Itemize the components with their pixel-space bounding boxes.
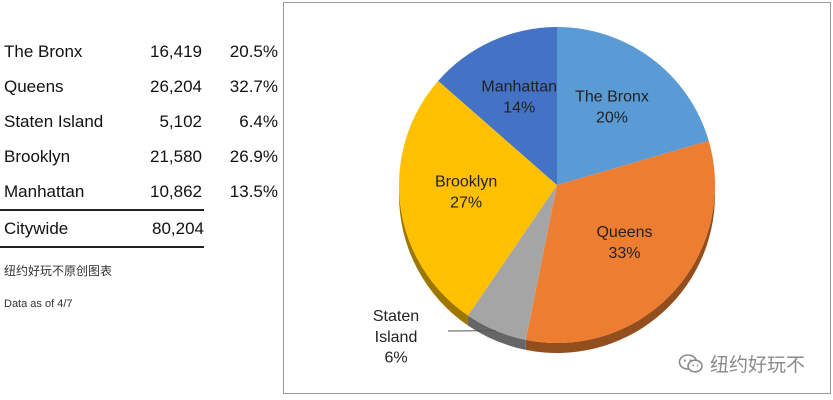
pie-chart-frame: The Bronx 20% Queens 33% Staten Island 6% Brook… bbox=[283, 2, 831, 394]
total-name: Citywide bbox=[4, 219, 69, 238]
pie-slice-brooklyn bbox=[399, 80, 557, 316]
borough-count: 26,204 bbox=[150, 77, 202, 96]
slice-label: Queens 33% bbox=[596, 224, 652, 262]
borough-percent: 6.4% bbox=[239, 112, 278, 131]
wechat-icon bbox=[678, 353, 703, 373]
borough-percent: 13.5% bbox=[229, 182, 278, 201]
slice-label: Brooklyn 27% bbox=[435, 174, 497, 212]
borough-percent: 20.5% bbox=[229, 42, 278, 61]
borough-name: Queens bbox=[4, 77, 64, 96]
borough-name: Brooklyn bbox=[4, 147, 71, 166]
borough-count: 16,419 bbox=[150, 42, 202, 61]
pie-slice-queens bbox=[525, 140, 715, 343]
pie-slice-the-bronx bbox=[557, 27, 709, 185]
source-note: 纽约好玩不原创图表 bbox=[4, 264, 113, 278]
borough-table: The Bronx 16,419 20.5% Queens 26,204 32.… bbox=[0, 34, 290, 248]
table-row: Brooklyn 21,580 26.9% bbox=[0, 139, 290, 174]
borough-count: 5,102 bbox=[159, 112, 202, 131]
table-row: Manhattan 10,862 13.5% bbox=[0, 174, 290, 209]
table-row: Staten Island 5,102 6.4% bbox=[0, 104, 290, 139]
pie-slice-depth bbox=[399, 185, 468, 326]
borough-percent: 26.9% bbox=[229, 147, 278, 166]
watermark: 纽约好玩不 bbox=[678, 350, 805, 377]
slice-label-line: 27% bbox=[450, 194, 482, 211]
borough-count: 10,862 bbox=[150, 182, 202, 201]
borough-name: Manhattan bbox=[4, 182, 85, 201]
table-row: Queens 26,204 32.7% bbox=[0, 69, 290, 104]
slice-label-line: The Bronx bbox=[575, 89, 649, 106]
slice-label-line: Brooklyn bbox=[435, 174, 497, 191]
slice-label: Manhattan 14% bbox=[481, 79, 557, 117]
table-row: The Bronx 16,419 20.5% bbox=[0, 34, 290, 69]
slice-label-line: 33% bbox=[608, 245, 640, 262]
table-total-row: Citywide 80,204 bbox=[0, 209, 204, 248]
pie-slice-depth bbox=[467, 315, 526, 350]
borough-name: The Bronx bbox=[4, 42, 83, 61]
borough-count: 21,580 bbox=[150, 147, 202, 166]
slice-label: The Bronx 20% bbox=[575, 89, 649, 127]
total-count: 80,204 bbox=[152, 219, 204, 238]
slice-label: Staten Island 6% bbox=[373, 308, 419, 367]
slice-label-line: 6% bbox=[384, 350, 407, 367]
slice-label-line: Island bbox=[375, 329, 418, 346]
slice-label-line: Queens bbox=[596, 224, 652, 241]
slice-label-line: Manhattan bbox=[481, 79, 557, 96]
pie-slice-manhattan bbox=[438, 27, 557, 185]
watermark-text: 纽约好玩不 bbox=[709, 354, 805, 376]
date-note: Data as of 4/7 bbox=[4, 298, 73, 310]
slice-label-line: 14% bbox=[503, 99, 535, 116]
borough-name: Staten Island bbox=[4, 112, 104, 131]
slice-label-line: Staten bbox=[373, 308, 419, 325]
slice-label-line: 20% bbox=[596, 110, 628, 127]
pie-chart: The Bronx 20% Queens 33% Staten Island 6% Brook… bbox=[373, 27, 715, 367]
borough-percent: 32.7% bbox=[229, 77, 278, 96]
pie-slice-staten-island bbox=[467, 185, 557, 340]
